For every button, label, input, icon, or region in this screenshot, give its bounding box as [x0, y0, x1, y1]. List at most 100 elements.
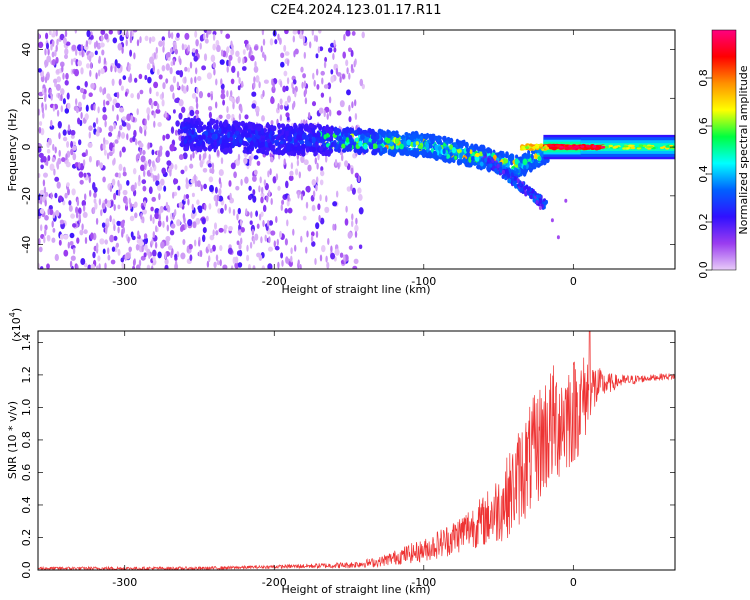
heatmap-cell: [468, 156, 472, 163]
heatmap-cell: [212, 229, 215, 237]
heatmap-cell: [56, 38, 59, 46]
heatmap-cell: [628, 144, 633, 147]
snr-x-tick-label: 0: [570, 576, 577, 589]
heatmap-cell: [292, 79, 297, 85]
heatmap-cell: [90, 232, 94, 240]
heatmap-cell: [262, 220, 265, 227]
heatmap-cell: [109, 142, 114, 150]
heatmap-cell: [297, 130, 302, 135]
heatmap-cell: [160, 241, 165, 249]
heatmap-cell: [180, 169, 185, 175]
heatmap-cell: [218, 169, 224, 177]
heatmap-cell: [46, 55, 52, 63]
heatmap-cell: [58, 132, 61, 140]
heatmap-cell: [196, 141, 201, 147]
heatmap-cell: [114, 65, 117, 73]
heatmap-cell: [121, 265, 125, 269]
heatmap-cell: [542, 158, 547, 166]
heatmap-cell: [152, 231, 155, 239]
heatmap-cell: [196, 87, 199, 95]
heatmap-cell: [64, 192, 68, 199]
heatmap-cell: [126, 123, 131, 131]
heatmap-cell: [147, 142, 151, 150]
heatmap-cell: [466, 147, 470, 154]
heatmap-cell: [354, 230, 358, 238]
heatmap-cell: [280, 204, 283, 211]
heatmap-cell: [320, 92, 325, 98]
heatmap-cell: [174, 209, 177, 216]
heatmap-cell: [508, 154, 514, 160]
heatmap-cell: [195, 217, 201, 225]
heatmap-cell: [44, 199, 47, 207]
heatmap-cell: [69, 240, 74, 246]
heatmap-cell: [254, 233, 259, 241]
heatmap-cell: [188, 243, 193, 250]
heatmap-cell: [178, 201, 183, 208]
spectrogram-y-tick-label: 20: [20, 91, 33, 105]
heatmap-cell: [301, 30, 304, 35]
heatmap-cell: [49, 208, 54, 216]
heatmap-cell: [363, 143, 368, 150]
heatmap-cell: [130, 184, 136, 192]
heatmap-cell: [274, 39, 278, 45]
heatmap-cell: [253, 45, 259, 51]
heatmap-cell: [189, 109, 195, 117]
heatmap-cell: [41, 106, 44, 114]
heatmap-cell: [306, 185, 311, 193]
heatmap-cell: [86, 30, 91, 38]
heatmap-cell: [284, 30, 289, 35]
heatmap-cell: [69, 260, 73, 268]
heatmap-cell: [77, 207, 82, 215]
heatmap-cell: [170, 126, 175, 134]
heatmap-cell: [127, 236, 130, 244]
heatmap-cell: [38, 246, 43, 253]
heatmap-cell: [117, 130, 121, 138]
heatmap-cell: [213, 261, 217, 269]
heatmap-cell: [232, 102, 235, 110]
heatmap-cell: [432, 150, 438, 158]
heatmap-cell: [167, 30, 171, 38]
heatmap-cell: [174, 98, 180, 104]
heatmap-cell: [183, 216, 186, 224]
heatmap-cell: [137, 180, 141, 187]
heatmap-cell: [209, 248, 213, 253]
heatmap-cell: [231, 65, 236, 74]
heatmap-cell: [211, 133, 217, 140]
heatmap-cell: [48, 30, 52, 36]
heatmap-cell: [284, 238, 288, 246]
heatmap-cell: [102, 248, 106, 255]
heatmap-cell: [108, 151, 113, 157]
heatmap-cell: [142, 216, 145, 224]
heatmap-cell: [43, 236, 46, 244]
heatmap-cell: [195, 109, 200, 115]
heatmap-cell: [59, 195, 63, 202]
heatmap-cell: [203, 53, 208, 61]
heatmap-cell: [223, 128, 227, 133]
heatmap-cell: [151, 238, 154, 246]
spectrogram-x-axis-label: Height of straight line (km): [281, 283, 430, 296]
heatmap-cell: [155, 108, 161, 114]
heatmap-cell: [262, 90, 265, 97]
heatmap-cell: [104, 33, 109, 40]
heatmap-cell: [195, 39, 199, 47]
heatmap-cell: [252, 265, 256, 269]
heatmap-cell: [389, 151, 394, 157]
heatmap-cell: [184, 66, 188, 72]
heatmap-cell: [194, 76, 197, 84]
heatmap-cell: [170, 61, 174, 67]
heatmap-cell: [299, 125, 304, 132]
heatmap-cell: [180, 252, 186, 260]
heatmap-cell: [146, 264, 151, 269]
heatmap-cell: [318, 107, 324, 114]
heatmap-cell: [350, 49, 354, 58]
heatmap-cell: [281, 259, 284, 267]
heatmap-cell: [303, 159, 309, 166]
heatmap-cell: [199, 121, 204, 126]
heatmap-cell: [212, 43, 217, 51]
heatmap-cell: [623, 145, 629, 148]
heatmap-cell: [111, 178, 116, 186]
heatmap-cell: [72, 145, 77, 151]
heatmap-cell: [111, 104, 115, 112]
heatmap-cell: [354, 113, 358, 120]
heatmap-cell: [333, 39, 336, 47]
